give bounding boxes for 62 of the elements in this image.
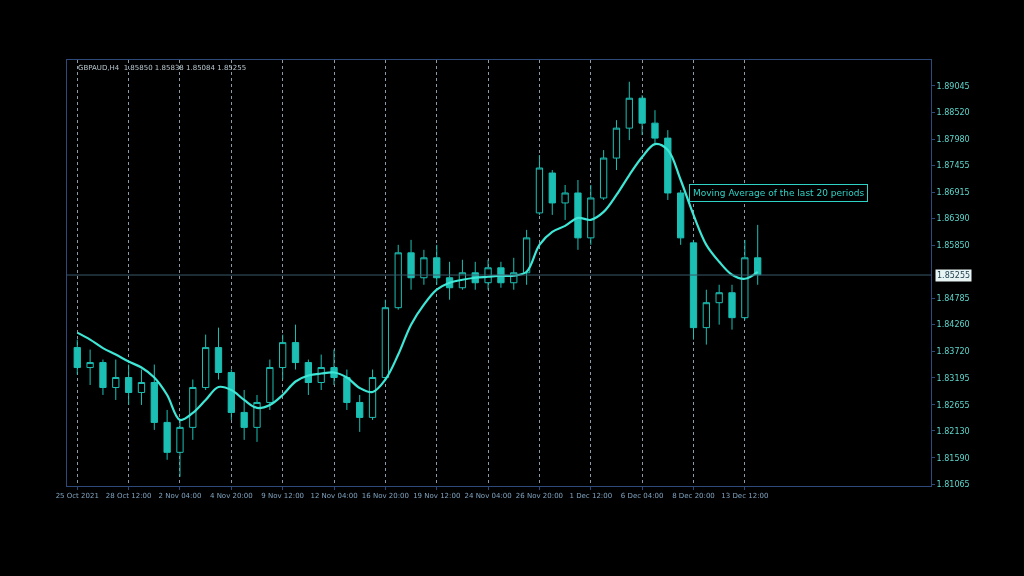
y-tick-label: 1.82655 [936,400,970,410]
candlestick [535,154,544,216]
y-tick-label: 1.84785 [936,294,970,304]
candlestick [99,359,107,396]
y-tick-label: 1.87980 [936,134,970,144]
ref-line-label: 1.85255 [937,271,971,280]
candlestick [664,129,672,201]
y-tick-label: 1.81590 [936,453,970,463]
candlestick [394,244,402,311]
candlestick [548,169,556,216]
candlestick [522,229,531,286]
candlestick [407,239,415,291]
candlestick [754,224,762,286]
candlestick [214,327,223,381]
candlestick [227,369,235,421]
candlestick [612,119,621,171]
y-tick-label: 1.81065 [936,479,970,489]
candlestick [279,334,287,381]
candlestick [266,359,274,411]
candlestick [176,419,184,478]
candlestick [291,324,300,371]
candlestick [715,284,723,326]
candlestick [343,369,351,411]
candlestick [420,249,428,286]
y-tick-label: 1.85850 [936,241,970,251]
candlestick [433,244,441,286]
candlestick [651,109,659,146]
y-tick-label: 1.87455 [936,161,970,171]
candlestick [202,334,210,391]
candlestick [702,289,710,346]
candlestick [253,394,261,443]
candlestick [625,81,633,141]
y-tick-label: 1.88520 [936,107,970,117]
candlestick [587,184,595,246]
annotation: Moving Average of the last 20 periods [693,188,865,198]
candlestick [574,179,582,251]
candlestick [381,299,390,381]
y-tick-label: 1.84260 [936,320,970,330]
candlestick [137,369,146,406]
y-tick-label: 1.86390 [936,214,970,224]
candlestick [561,184,569,221]
candlestick [124,364,133,406]
candlestick [689,239,698,341]
candlestick [638,94,646,136]
y-tick-label: 1.82130 [936,426,970,436]
y-tick-label: 1.89045 [936,81,970,91]
candlestick [150,364,158,431]
candlestick [189,379,197,441]
candlestick [112,359,120,401]
candlestick [356,394,364,433]
y-tick-label: 1.86915 [936,188,970,198]
candlestick [240,389,248,441]
candlestick [73,339,81,376]
candlestick [368,369,377,421]
y-tick-label: 1.83195 [936,373,970,383]
candlestick [163,409,171,461]
candlestick [86,349,94,386]
candlestick [677,189,685,246]
y-tick-label: 1.83720 [936,347,970,357]
candlestick [741,239,749,321]
candlestick [728,284,736,331]
candlestick [599,149,608,201]
